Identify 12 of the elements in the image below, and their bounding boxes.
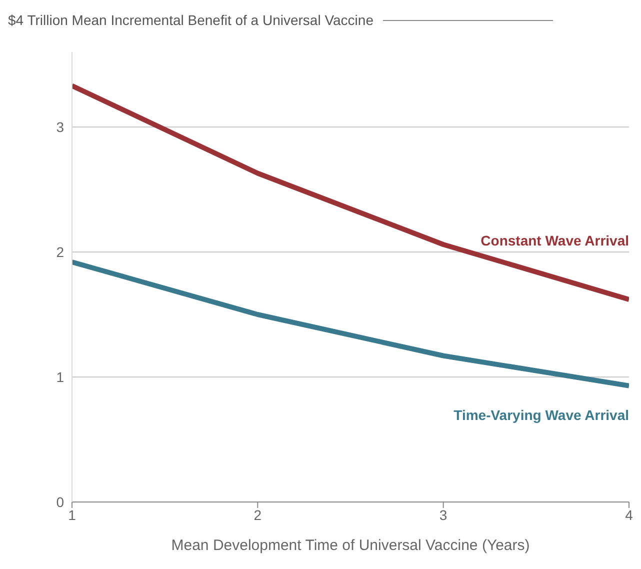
x-tick-label: 3 bbox=[439, 506, 448, 523]
y-tick-label: 3 bbox=[56, 118, 64, 135]
y-tick-label: 1 bbox=[56, 368, 64, 385]
series-label: Constant Wave Arrival bbox=[480, 232, 629, 248]
chart-title: $4 Trillion Mean Incremental Benefit of a Universal Vaccine bbox=[8, 12, 374, 28]
x-tick-label: 2 bbox=[254, 506, 262, 523]
series-label: Time-Varying Wave Arrival bbox=[454, 406, 629, 423]
x-axis-title: Mean Development Time of Universal Vaccine (Years) bbox=[171, 537, 530, 554]
x-tick-label: 4 bbox=[625, 506, 634, 523]
y-tick-label: 2 bbox=[56, 244, 64, 260]
y-tick-label: 0 bbox=[56, 494, 64, 510]
x-tick-label: 1 bbox=[68, 506, 76, 523]
